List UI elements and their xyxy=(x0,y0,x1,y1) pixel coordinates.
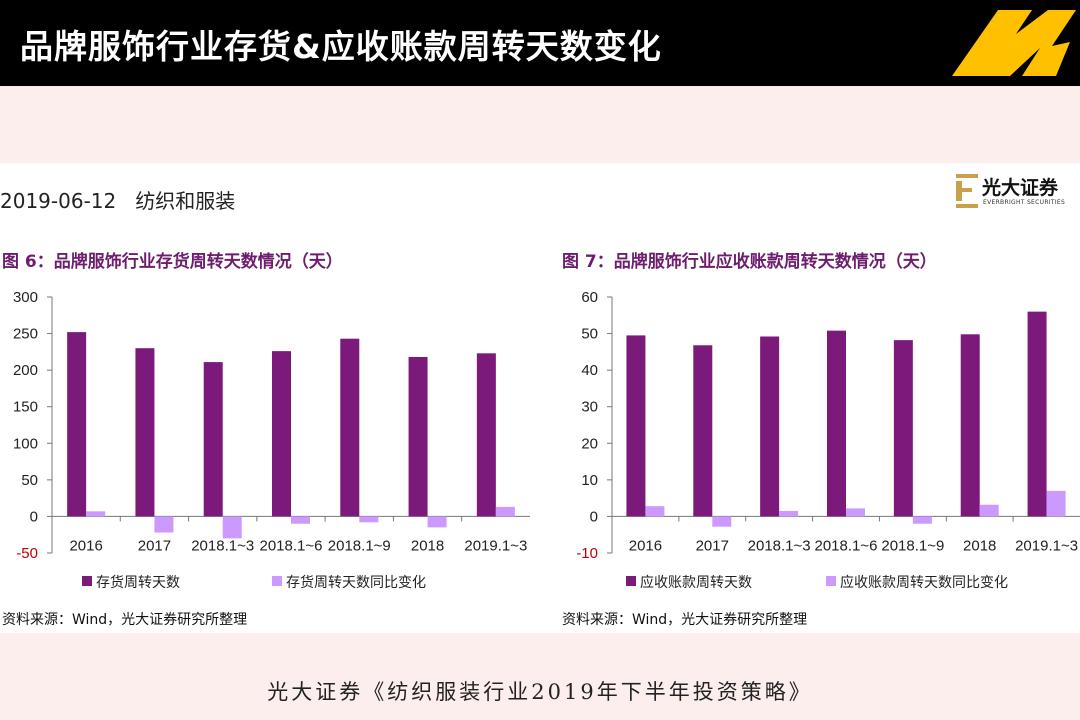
x-tick-label: 2016 xyxy=(69,537,102,554)
chart-title-inventory: 图 6：品牌服饰行业存货周转天数情况（天） xyxy=(2,252,343,272)
x-tick-label: 2018.1~3 xyxy=(748,537,811,554)
header-bar: 品牌服饰行业存货&应收账款周转天数变化 xyxy=(0,0,1080,86)
spacer-band xyxy=(0,86,1080,163)
legend-swatch xyxy=(272,576,282,586)
footer-caption: 光大证券《纺织服装行业2019年下半年投资策略》 xyxy=(267,680,813,704)
brand-block: 光大证券 EVERBRIGHT SECURITIES xyxy=(954,171,1080,215)
x-tick-label: 2017 xyxy=(138,537,171,554)
y-tick-label: 50 xyxy=(581,326,598,343)
bar-change xyxy=(427,516,447,528)
brand-name: 光大证券 xyxy=(982,177,1059,199)
legend-swatch xyxy=(826,576,836,586)
report-meta: 2019-06-12 纺织和服装 xyxy=(0,185,235,214)
bar-change xyxy=(979,504,999,517)
x-tick-label: 2018.1~6 xyxy=(815,537,878,554)
bar-primary xyxy=(408,356,428,517)
y-tick-label: 200 xyxy=(13,362,38,379)
x-tick-label: 2016 xyxy=(629,537,662,554)
bar-change xyxy=(712,516,732,527)
y-tick-label: 250 xyxy=(13,326,38,343)
bar-primary xyxy=(693,345,713,517)
legend-label: 应收账款周转天数 xyxy=(640,574,752,590)
bar-change xyxy=(846,508,865,517)
e-emblem-icon xyxy=(956,174,978,208)
y-tick-label: 0 xyxy=(30,508,38,525)
y-tick-label: 10 xyxy=(581,472,598,489)
legend-swatch xyxy=(626,576,636,586)
x-tick-label: 2018 xyxy=(963,537,996,554)
inventory-turnover-chart: 300 250 200 150 100 50 0 -50 2016 2017 2018.1~3 201… xyxy=(13,289,530,590)
bar-primary xyxy=(626,335,646,517)
x-tick-label: 2017 xyxy=(696,537,729,554)
receivables-turnover-chart: 60 50 40 30 20 10 0 -10 2016 2017 2018.1~3 2018.1~6… xyxy=(576,289,1080,590)
legend-label: 存货周转天数 xyxy=(96,574,180,590)
y-tick-label: 50 xyxy=(21,472,38,489)
bar-primary xyxy=(960,334,980,517)
source-note-receivables: 资料来源：Wind，光大证券研究所整理 xyxy=(562,612,808,628)
y-tick-label: 300 xyxy=(13,289,38,306)
y-tick-label: 20 xyxy=(581,435,598,452)
x-tick-label: 2019.1~3 xyxy=(464,537,527,554)
legend-swatch xyxy=(82,576,92,586)
source-note-inventory: 资料来源：Wind，光大证券研究所整理 xyxy=(2,612,248,628)
x-tick-label: 2018.1~3 xyxy=(191,537,254,554)
n-brand-logo-icon xyxy=(952,10,1076,76)
bar-primary xyxy=(67,332,87,517)
bar-primary xyxy=(760,336,780,517)
bar-change xyxy=(291,516,310,524)
brand-subtitle: EVERBRIGHT SECURITIES xyxy=(983,199,1066,206)
x-tick-label: 2018 xyxy=(411,537,444,554)
report-panel: 2019-06-12 纺织和服装 光大证券 EVERBRIGHT SECURIT… xyxy=(0,163,1080,633)
y-tick-label: -10 xyxy=(576,545,598,562)
legend-label: 应收账款周转天数同比变化 xyxy=(840,574,1008,590)
y-tick-label: 40 xyxy=(581,362,598,379)
bar-primary xyxy=(827,330,846,517)
y-tick-label: 100 xyxy=(13,435,38,452)
y-tick-label: 30 xyxy=(581,399,598,416)
bar-primary xyxy=(476,353,496,517)
y-tick-label: -50 xyxy=(16,545,38,562)
bar-change xyxy=(359,516,379,523)
bar-primary xyxy=(272,351,291,517)
bar-change xyxy=(645,506,665,517)
bar-change xyxy=(222,516,242,539)
chart-title-receivables: 图 7：品牌服饰行业应收账款周转天数情况（天） xyxy=(562,252,937,272)
bar-change xyxy=(1046,490,1066,517)
bar-primary xyxy=(1027,311,1047,517)
bar-change xyxy=(495,506,515,517)
x-tick-label: 2019.1~3 xyxy=(1015,537,1078,554)
bar-change xyxy=(779,510,799,517)
x-tick-label: 2018.1~6 xyxy=(260,537,323,554)
legend-label: 存货周转天数同比变化 xyxy=(286,574,426,590)
bar-change xyxy=(154,516,174,533)
y-tick-label: 60 xyxy=(581,289,598,306)
bar-primary xyxy=(203,362,223,517)
bar-change xyxy=(912,516,932,524)
bar-primary xyxy=(340,338,360,517)
bar-primary xyxy=(135,348,155,517)
x-tick-label: 2018.1~9 xyxy=(328,537,391,554)
bar-primary xyxy=(893,340,913,517)
x-tick-label: 2018.1~9 xyxy=(881,537,944,554)
bar-change xyxy=(86,511,106,517)
report-date: 2019-06-12 xyxy=(0,189,117,213)
report-sector: 纺织和服装 xyxy=(135,189,236,213)
y-tick-label: 0 xyxy=(590,508,598,525)
slide-title: 品牌服饰行业存货&应收账款周转天数变化 xyxy=(20,27,662,66)
y-tick-label: 150 xyxy=(13,399,38,416)
